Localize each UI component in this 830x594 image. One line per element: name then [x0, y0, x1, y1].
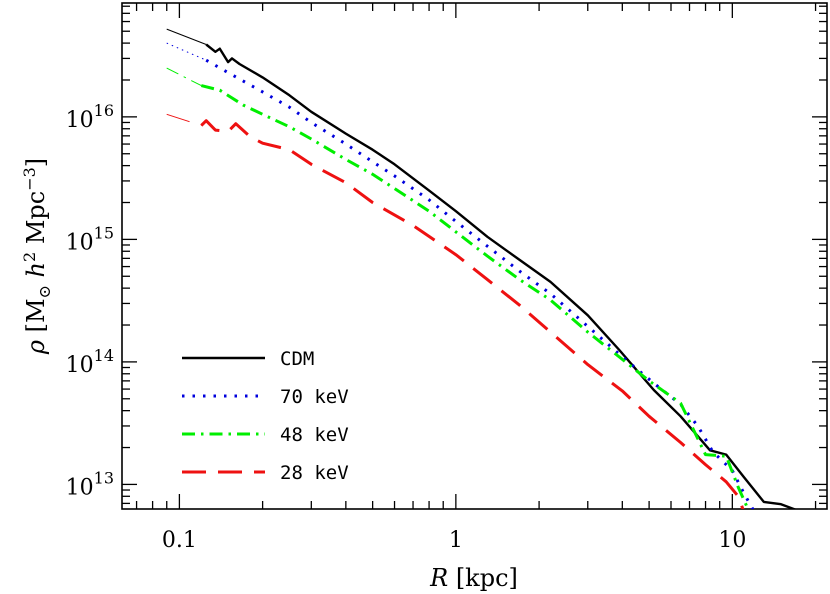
y-axis-unit-h-exp: 2: [20, 252, 39, 262]
major-ticks: [122, 3, 827, 509]
y-tick-base: 10: [66, 108, 94, 133]
legend-label-28-kev: 28 keV: [280, 462, 349, 484]
x-axis-title: R [kpc]: [429, 564, 518, 592]
y-tick-label: 1014: [66, 346, 114, 378]
y-tick-exponent: 13: [94, 468, 114, 487]
series-70-kev-extrapolation: [166, 42, 207, 61]
y-tick-exponent: 16: [94, 101, 114, 120]
series-cdm-extrapolation: [166, 28, 207, 45]
minor-ticks: [122, 3, 827, 509]
legend-label-cdm: CDM: [280, 348, 314, 370]
y-axis-unit-close: ]: [22, 158, 50, 167]
y-tick-label: 1013: [66, 468, 114, 500]
y-tick-base: 10: [66, 230, 94, 255]
y-tick-label: 1015: [66, 223, 114, 255]
x-tick-labels: 0.1 1 10: [162, 528, 746, 553]
series-28-kev-extrapolation: [166, 113, 202, 126]
legend-label-48-kev: 48 keV: [280, 424, 349, 446]
y-axis-symbol: ρ: [22, 340, 50, 355]
series-layer: [166, 28, 797, 509]
x-tick-label: 1: [449, 528, 463, 553]
y-axis-unit-sun: ⊙: [35, 285, 54, 298]
series-28-kev-line: [200, 119, 745, 509]
series-70-kev-line: [205, 58, 755, 509]
y-tick-exponent: 15: [94, 223, 114, 242]
y-tick-exponent: 14: [94, 346, 114, 365]
plot-frame: [121, 2, 828, 510]
y-tick-base: 10: [66, 475, 94, 500]
x-axis-unit: [kpc]: [456, 564, 518, 592]
y-axis-unit-open: [M: [22, 298, 50, 332]
x-axis-symbol: R: [429, 564, 448, 592]
x-tick-label: 10: [718, 528, 746, 553]
y-axis-unit-h: h: [22, 262, 50, 285]
y-tick-base: 10: [66, 353, 94, 378]
legend: CDM 70 keV 48 keV 28 keV: [182, 348, 349, 484]
series-cdm-line: [205, 43, 797, 509]
y-axis-unit-mpc: Mpc: [22, 191, 50, 252]
y-axis-title: ρ [M⊙ h2 Mpc−3]: [20, 158, 54, 355]
legend-label-70-kev: 70 keV: [280, 386, 349, 408]
y-tick-label: 1016: [66, 101, 114, 133]
series-48-kev-line: [200, 84, 750, 509]
series-48-kev-extrapolation: [166, 67, 202, 87]
x-tick-label: 0.1: [162, 528, 197, 553]
y-axis-unit-mpc-exp: −3: [20, 167, 39, 191]
